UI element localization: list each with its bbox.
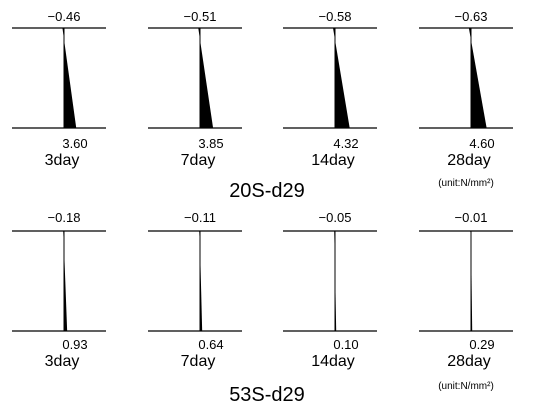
tension-stress-area bbox=[200, 245, 203, 331]
bottom-stress-value: 3.60 bbox=[62, 136, 87, 151]
tension-stress-area bbox=[200, 39, 214, 128]
age-label: 28day bbox=[447, 152, 491, 169]
age-label: 14day bbox=[311, 152, 355, 169]
bottom-stress-value: 0.10 bbox=[333, 337, 358, 352]
bottom-stress-value: 0.64 bbox=[198, 337, 223, 352]
tension-stress-area bbox=[64, 39, 77, 128]
unit-label: (unit:N/mm²) bbox=[438, 178, 494, 189]
top-stress-value: −0.11 bbox=[184, 210, 216, 225]
tension-stress-area bbox=[471, 40, 487, 128]
bottom-stress-value: 3.85 bbox=[198, 136, 223, 151]
unit-label: (unit:N/mm²) bbox=[438, 381, 494, 392]
age-label: 7day bbox=[181, 353, 216, 370]
age-label: 28day bbox=[447, 353, 491, 370]
group-title: 53S-d29 bbox=[229, 384, 305, 406]
top-stress-value: −0.51 bbox=[184, 9, 217, 24]
compression-stress-area bbox=[468, 28, 471, 41]
tension-stress-area bbox=[335, 39, 350, 129]
bottom-stress-value: 0.29 bbox=[469, 337, 494, 352]
top-stress-value: −0.18 bbox=[48, 210, 81, 225]
bottom-stress-value: 0.93 bbox=[62, 337, 87, 352]
group-title: 20S-d29 bbox=[229, 180, 305, 202]
bottom-stress-value: 4.60 bbox=[469, 136, 494, 151]
bottom-stress-value: 4.32 bbox=[333, 136, 358, 151]
top-stress-value: −0.01 bbox=[455, 210, 488, 225]
top-stress-value: −0.05 bbox=[319, 210, 352, 225]
tension-stress-area bbox=[64, 247, 68, 331]
age-label: 3day bbox=[45, 152, 80, 169]
age-label: 7day bbox=[181, 152, 216, 169]
age-label: 3day bbox=[45, 353, 80, 370]
age-label: 14day bbox=[311, 353, 355, 370]
top-stress-value: −0.63 bbox=[455, 9, 488, 24]
top-stress-value: −0.58 bbox=[319, 9, 352, 24]
top-stress-value: −0.46 bbox=[48, 9, 81, 24]
